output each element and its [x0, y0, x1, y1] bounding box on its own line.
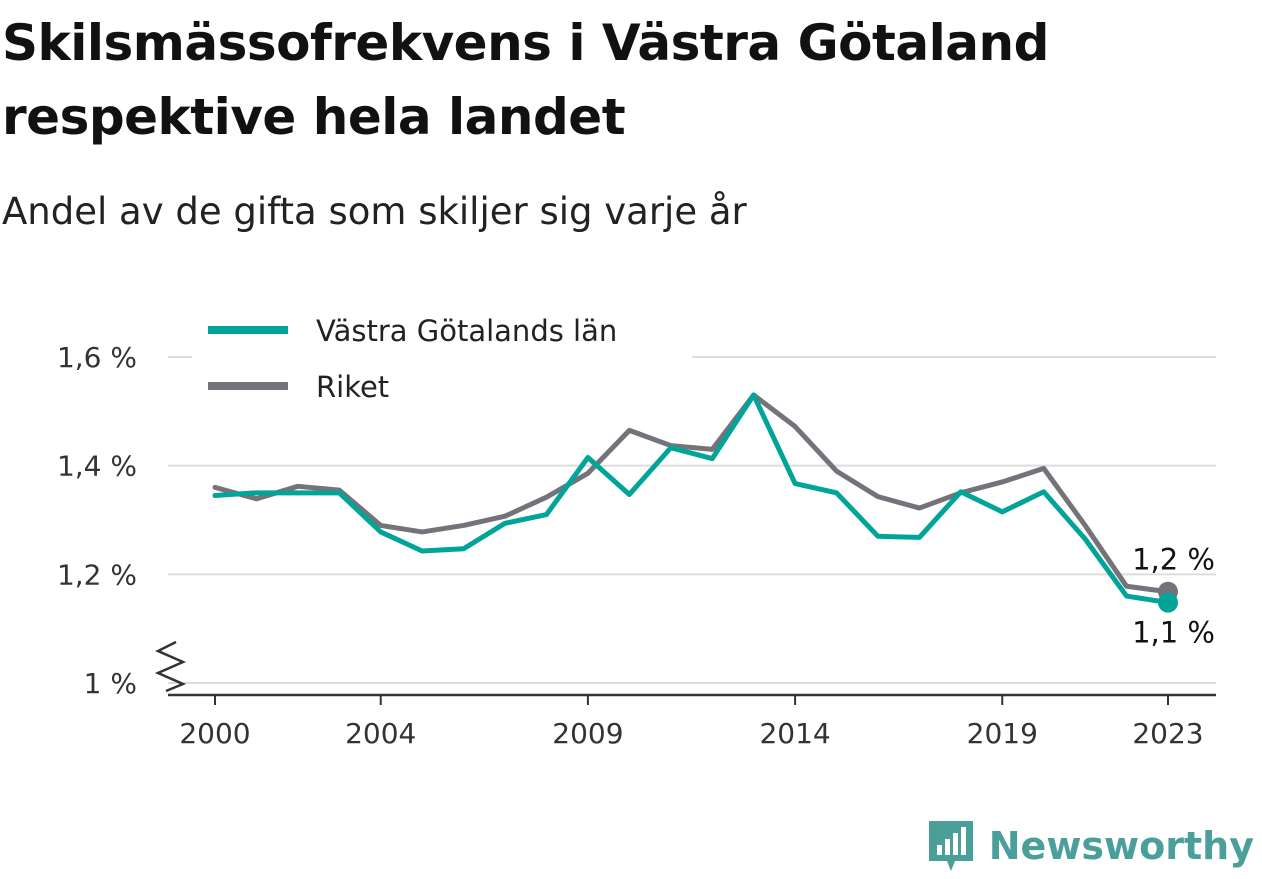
y-tick-label: 1,2 % — [57, 558, 137, 591]
newsworthy-logo: Newsworthy — [927, 819, 1254, 873]
x-tick-label: 2000 — [179, 717, 250, 750]
y-axis-ticks: 1 % 1,2 % 1,4 % 1,6 % — [57, 341, 187, 700]
legend-label-vastra-gotaland: Västra Götalands län — [316, 314, 617, 348]
end-label-riket: 1,2 % — [1132, 543, 1215, 577]
series-line-riket — [212, 392, 1171, 595]
y-tick-label: 1,6 % — [57, 341, 137, 374]
axis-break-icon — [154, 640, 187, 693]
x-tick-label: 2023 — [1132, 717, 1203, 750]
y-tick-label: 1,4 % — [57, 450, 137, 483]
x-tick-label: 2009 — [552, 717, 623, 750]
legend-label-riket: Riket — [316, 370, 389, 404]
brand-name: Newsworthy — [988, 824, 1254, 868]
end-labels: 1,2 % 1,1 % — [1132, 543, 1215, 650]
y-tick-label: 1 % — [84, 667, 137, 700]
end-label-vastra-gotaland: 1,1 % — [1132, 616, 1215, 650]
x-axis: 2000 2004 2009 2014 2019 2023 — [168, 693, 1216, 750]
legend: Västra Götalands län Riket — [192, 312, 692, 404]
bar-chart-badge-icon — [928, 821, 973, 871]
chart-title: Skilsmässofrekvens i Västra Götaland res… — [2, 14, 1049, 146]
line-chart: 1 %1,2 %1,4 %1,6 % 2000 2004 2009 2014 2019 2… — [57, 312, 1216, 750]
end-point-vastra-gotaland — [1158, 592, 1178, 613]
series-lines — [212, 392, 1178, 613]
x-tick-label: 2019 — [967, 717, 1038, 750]
chart-subtitle: Andel av de gifta som skiljer sig varje … — [2, 190, 747, 233]
series-line-vastra-gotaland — [212, 392, 1171, 606]
x-tick-label: 2004 — [345, 717, 416, 750]
gridlines — [168, 356, 1216, 684]
x-tick-label: 2014 — [759, 717, 830, 750]
legend-background — [192, 312, 692, 360]
